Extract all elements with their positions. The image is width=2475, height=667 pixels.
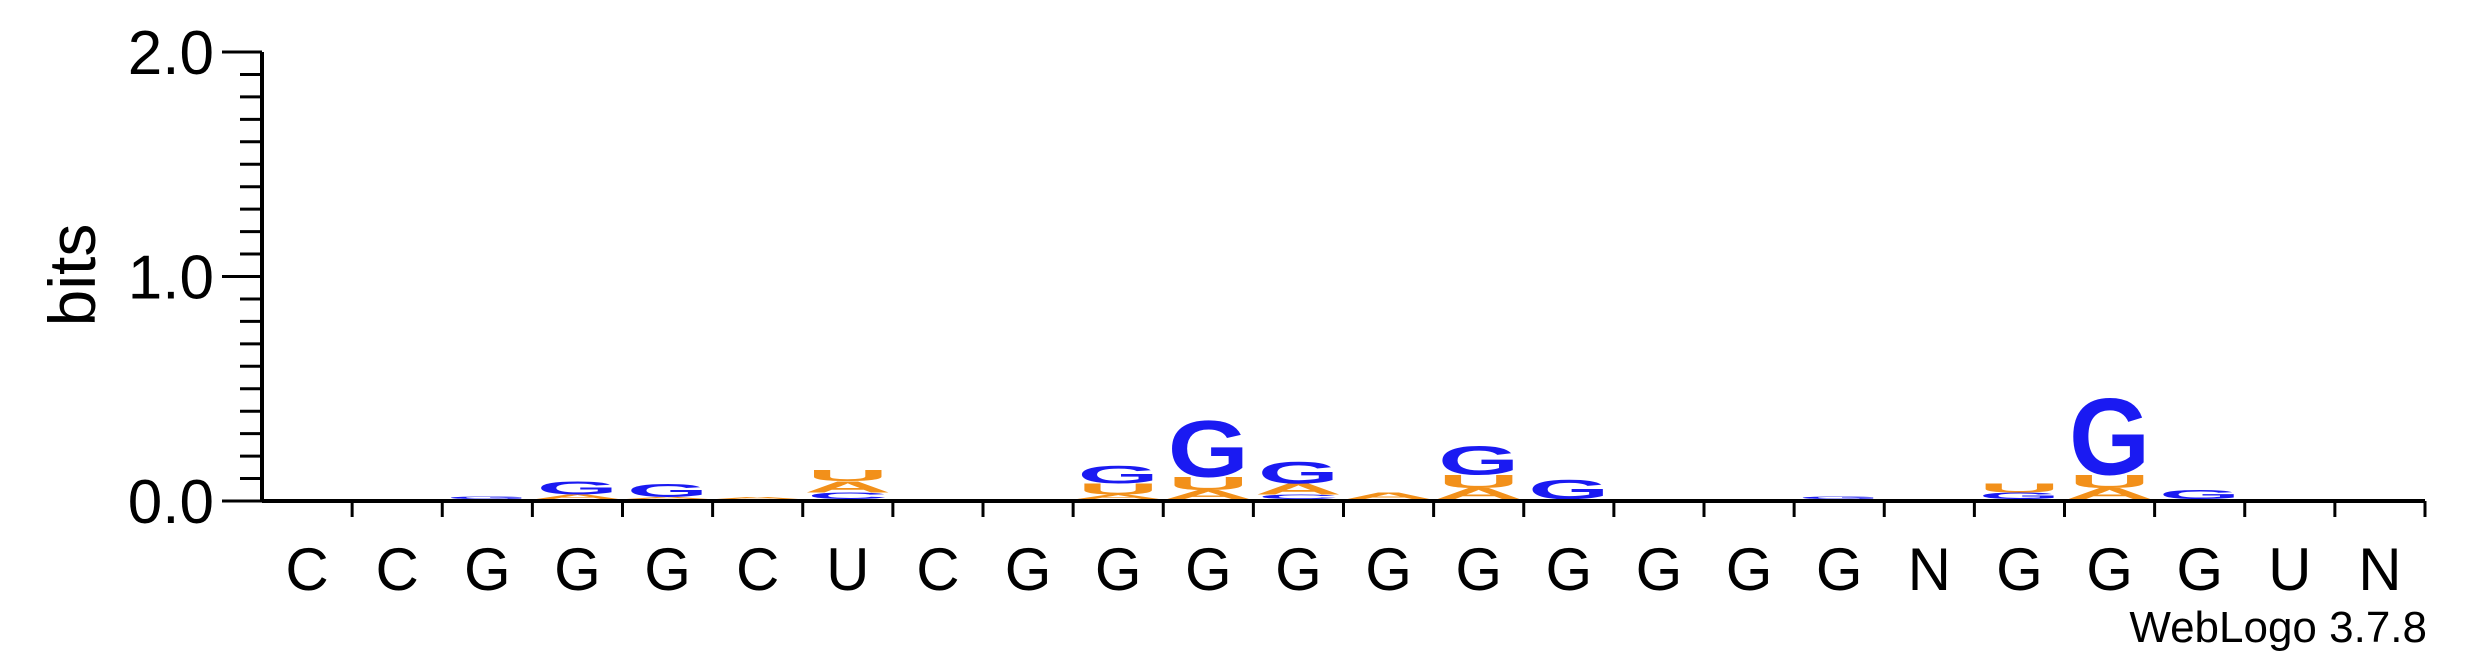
x-tick-label: N: [2358, 536, 2401, 603]
x-tick-label: U: [2268, 536, 2311, 603]
y-axis-label: bits: [35, 224, 109, 327]
logo-letter: G: [627, 480, 708, 501]
logo-letter: A: [1074, 493, 1162, 500]
x-tick-label: U: [826, 536, 869, 603]
x-tick-label: G: [1545, 536, 1592, 603]
x-tick-label: G: [2176, 536, 2223, 603]
x-tick-label: G: [1816, 536, 1863, 603]
logo-letter: A: [624, 496, 712, 499]
x-tick-label: C: [285, 536, 328, 603]
logo-letter: U: [807, 467, 888, 484]
x-tick-label: G: [1095, 536, 1142, 603]
logo-letter: G: [537, 478, 618, 499]
logo-letter: A: [714, 496, 802, 499]
logo-letter: G: [1168, 403, 1249, 494]
x-tick-label: G: [644, 536, 691, 603]
x-tick-label: G: [1005, 536, 1052, 603]
logo-letter: G: [1078, 461, 1159, 489]
y-axis: 0.0 1.0 2.0: [128, 19, 264, 537]
logo-letter: A: [1435, 485, 1523, 502]
logo-letter: G: [2159, 488, 2240, 502]
logo-letter: G: [447, 496, 528, 500]
weblogo-credit: WebLogo 3.7.8: [2129, 603, 2427, 652]
logo-letter: G: [1979, 491, 2060, 501]
x-tick-label: G: [1185, 536, 1232, 603]
y-tick-label: 0.0: [128, 468, 214, 537]
logo-letter: A: [1345, 491, 1433, 501]
x-tick-label: G: [1275, 536, 1322, 603]
logo-letter: U: [2069, 471, 2150, 492]
logo-letter: G: [1258, 455, 1339, 490]
logo-letter: G: [1438, 437, 1519, 483]
logo-letter: U: [1979, 481, 2060, 495]
logo-letter: C: [807, 491, 888, 501]
x-tick-label: G: [554, 536, 601, 603]
x-tick-label: G: [1726, 536, 1773, 603]
x-tick-label: G: [464, 536, 511, 603]
logo-letter: A: [1164, 488, 1252, 502]
y-tick-label: 2.0: [128, 19, 214, 88]
x-tick-label: G: [1365, 536, 1412, 603]
x-tick-label: G: [1636, 536, 1683, 603]
x-tick-label: G: [1996, 536, 2043, 603]
x-tick-label: C: [376, 536, 419, 603]
x-tick-label: G: [2086, 536, 2133, 603]
logo-letter: G: [1799, 496, 1880, 500]
logo-letter: C: [1258, 493, 1339, 500]
x-tick-label: C: [736, 536, 779, 603]
logo-letter: G: [2069, 375, 2150, 498]
logo-letter: U: [1078, 480, 1159, 497]
logo-letter: U: [1168, 473, 1249, 494]
x-tick-label: G: [1455, 536, 1502, 603]
y-tick-label: 1.0: [128, 244, 214, 313]
logo-letter: U: [1438, 471, 1519, 492]
x-tick-label: C: [916, 536, 959, 603]
logo-letter: A: [1255, 481, 1343, 498]
logo-letter: A: [804, 478, 892, 495]
logo-letter: A: [2066, 485, 2154, 502]
x-tick-label: N: [1908, 536, 1951, 603]
logo-letter: A: [534, 493, 622, 500]
